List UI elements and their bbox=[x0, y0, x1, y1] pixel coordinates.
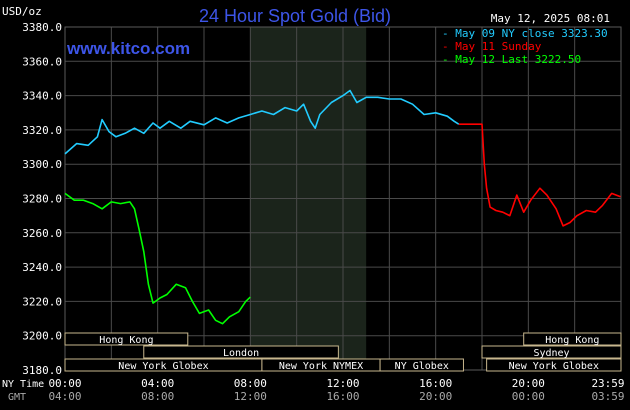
session-label: New York NYMEX bbox=[279, 361, 363, 372]
x-tick-label: 23:59 bbox=[591, 377, 624, 390]
ny-time-label: NY Time bbox=[2, 379, 44, 390]
session-bar bbox=[481, 345, 622, 359]
x-tick-label: 04:00 bbox=[141, 377, 174, 390]
y-tick-label: 3340.0 bbox=[22, 90, 62, 103]
x-tick-label: 12:00 bbox=[326, 377, 359, 390]
grid bbox=[64, 26, 622, 371]
y-axis-unit: USD/oz bbox=[2, 5, 42, 18]
x-tick-label: 16:00 bbox=[419, 377, 452, 390]
legend: - May 09 NY close 3323.30 - May 11 Sunda… bbox=[442, 27, 608, 66]
x-tick-label: 00:00 bbox=[48, 377, 81, 390]
gmt-tick-label: 04:00 bbox=[48, 390, 81, 403]
session-label: New York Globex bbox=[118, 361, 208, 372]
gmt-tick-label: 00:00 bbox=[512, 390, 545, 403]
session-bar bbox=[523, 332, 622, 346]
session-bar bbox=[486, 358, 622, 372]
session-label: Sydney bbox=[533, 348, 569, 359]
y-tick-label: 3280.0 bbox=[22, 193, 62, 206]
y-tick-label: 3320.0 bbox=[22, 124, 62, 137]
y-tick-label: 3200.0 bbox=[22, 330, 62, 343]
session-bars: Hong Kong Hong Kong London Sydney New York G… bbox=[64, 332, 622, 372]
y-tick-label: 3220.0 bbox=[22, 295, 62, 308]
axes: 3380.0 3360.0 3340.0 3320.0 3300.0 3280.0 3260… bbox=[22, 21, 624, 403]
legend-item-may12: - May 12 Last 3222.50 bbox=[442, 53, 581, 66]
y-tick-label: 3380.0 bbox=[22, 21, 62, 34]
timestamp: May 12, 2025 08:01 bbox=[491, 12, 610, 25]
gmt-tick-label: 03:59 bbox=[591, 390, 624, 403]
gmt-tick-label: 16:00 bbox=[326, 390, 359, 403]
x-tick-label: 20:00 bbox=[512, 377, 545, 390]
series-line bbox=[458, 123, 621, 227]
session-label: Hong Kong bbox=[99, 335, 153, 346]
legend-item-may09: - May 09 NY close 3323.30 bbox=[442, 27, 608, 40]
series-lines bbox=[64, 89, 621, 325]
chart-title: 24 Hour Spot Gold (Bid) bbox=[199, 6, 391, 26]
source-link[interactable]: www.kitco.com bbox=[66, 39, 190, 58]
y-tick-label: 3180.0 bbox=[22, 364, 62, 377]
session-label: NY Globex bbox=[395, 361, 449, 372]
legend-item-may11: - May 11 Sunday bbox=[442, 40, 542, 53]
y-tick-label: 3240.0 bbox=[22, 261, 62, 274]
session-bar bbox=[379, 358, 464, 372]
y-tick-label: 3260.0 bbox=[22, 227, 62, 240]
gmt-tick-label: 20:00 bbox=[419, 390, 452, 403]
session-label: London bbox=[223, 348, 259, 359]
x-tick-label: 08:00 bbox=[234, 377, 267, 390]
session-bar bbox=[64, 332, 189, 346]
y-tick-label: 3360.0 bbox=[22, 55, 62, 68]
series-line bbox=[64, 192, 251, 325]
gmt-tick-label: 12:00 bbox=[234, 390, 267, 403]
y-tick-label: 3300.0 bbox=[22, 158, 62, 171]
series-line bbox=[64, 89, 460, 155]
gmt-label: GMT bbox=[8, 392, 26, 403]
gmt-tick-label: 08:00 bbox=[141, 390, 174, 403]
session-bar bbox=[143, 345, 339, 359]
session-label: New York Globex bbox=[509, 361, 599, 372]
session-label: Hong Kong bbox=[545, 335, 599, 346]
